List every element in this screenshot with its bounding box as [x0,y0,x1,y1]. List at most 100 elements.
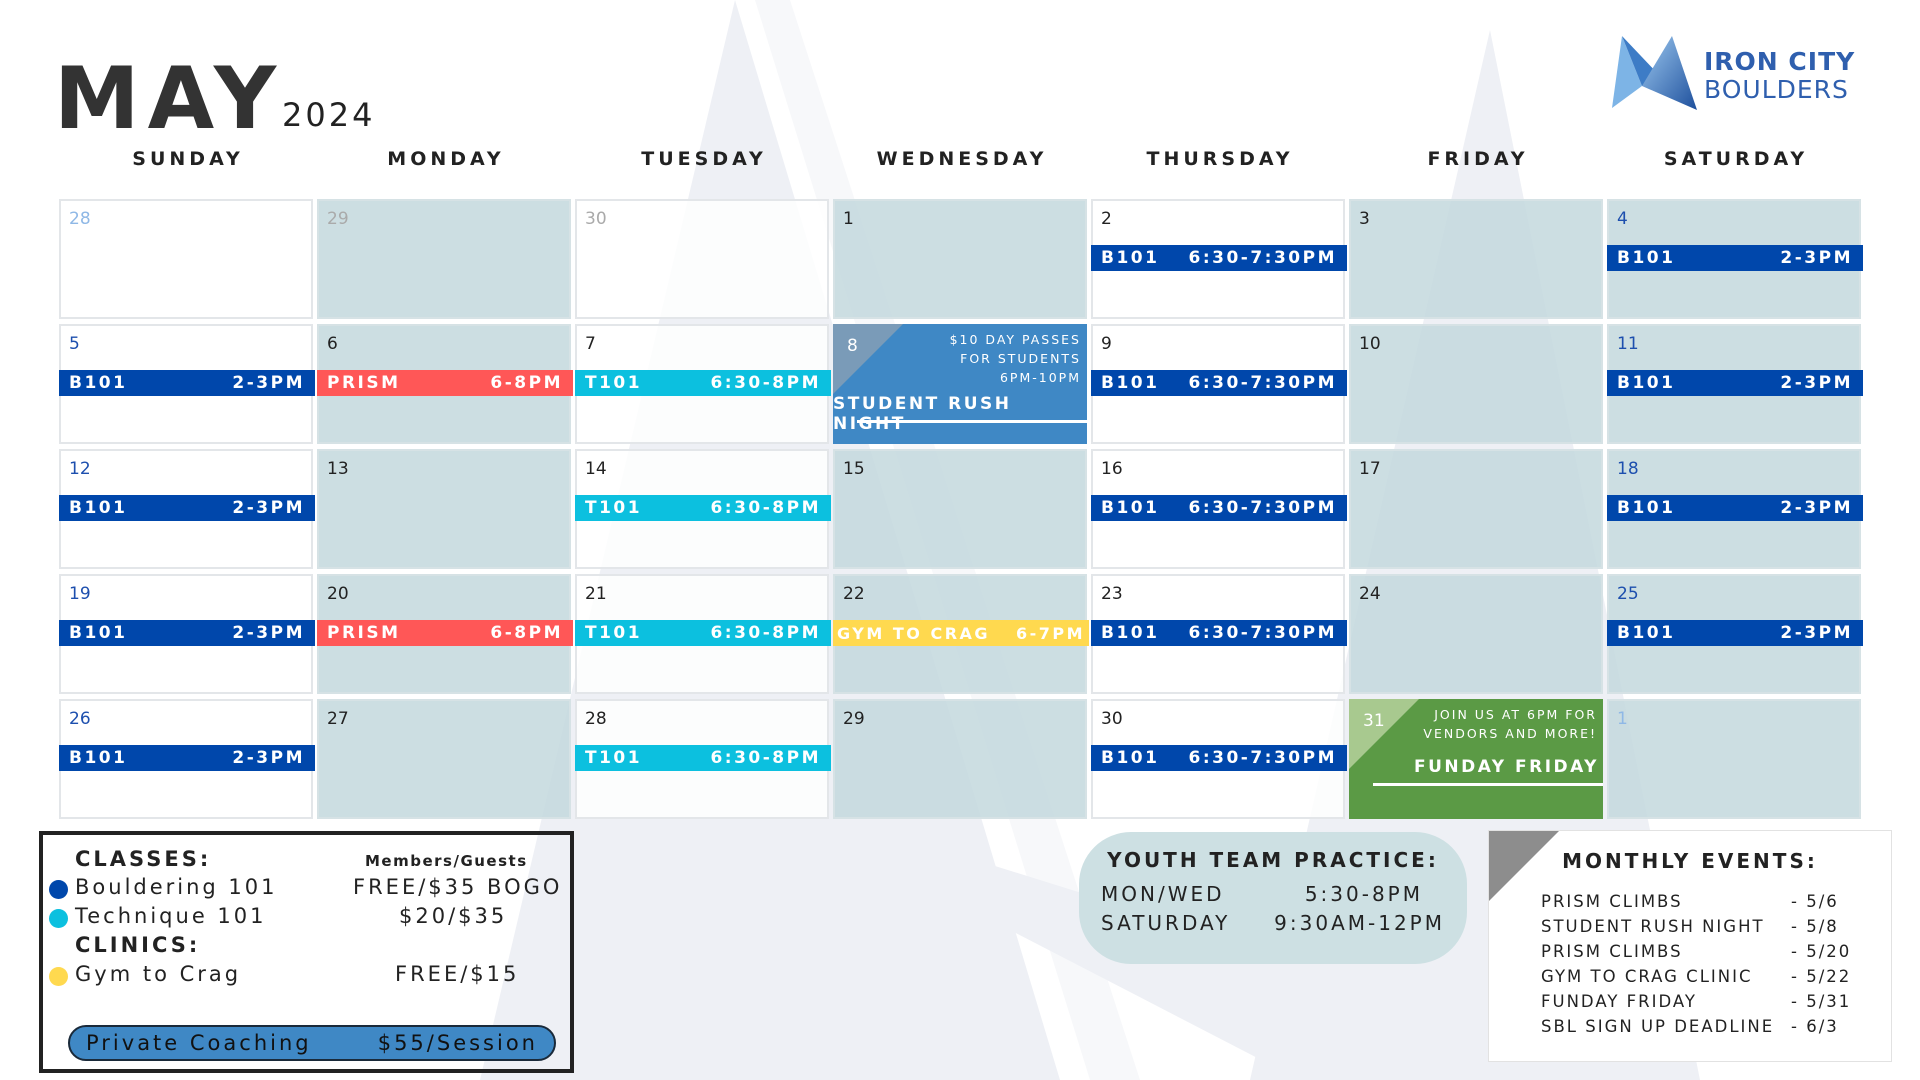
iron-city-boulders-logo: IRON CITY BOULDERS [1612,36,1872,116]
day-cell[interactable]: 16 B101 6:30-7:30PM [1091,449,1347,569]
day-cell[interactable]: 26 B101 2-3PM [59,699,315,819]
day-cell[interactable]: 11 B101 2-3PM [1607,324,1863,444]
event-b101[interactable]: B101 2-3PM [1607,495,1863,521]
day-number: 29 [327,209,349,229]
day-cell[interactable]: 29 [317,199,571,319]
event-date: - 5/20 [1791,942,1852,961]
event-b101[interactable]: B101 2-3PM [59,620,315,646]
day-cell[interactable]: 17 [1349,449,1603,569]
event-time: 6:30-7:30PM [1188,248,1337,268]
event-prism[interactable]: PRISM 6-8PM [317,620,573,646]
day-number: 5 [69,334,80,354]
event-b101[interactable]: B101 2-3PM [59,495,315,521]
event-label: B101 [1617,248,1676,268]
day-cell[interactable]: 27 [317,699,571,819]
event-b101[interactable]: B101 6:30-7:30PM [1091,620,1347,646]
event-name: PRISM CLIMBS [1541,892,1683,911]
day-cell[interactable]: 13 [317,449,571,569]
year-label: 2024 [282,96,376,134]
event-label: B101 [1617,498,1676,518]
day-cell[interactable]: 2 B101 6:30-7:30PM [1091,199,1347,319]
event-b101[interactable]: B101 6:30-7:30PM [1091,745,1347,771]
day-cell[interactable]: 23 B101 6:30-7:30PM [1091,574,1347,694]
event-b101[interactable]: B101 2-3PM [1607,620,1863,646]
classes-heading: CLASSES: [75,847,212,871]
event-b101[interactable]: B101 6:30-7:30PM [1091,370,1347,396]
event-label: B101 [1101,248,1160,268]
event-b101[interactable]: B101 2-3PM [1607,245,1863,271]
day-number: 28 [69,209,91,229]
event-time: 6:30-7:30PM [1188,498,1337,518]
day-number: 26 [69,709,91,729]
bouldering-101-dot-icon [49,880,68,899]
event-t101[interactable]: T101 6:30-8PM [575,745,831,771]
event-b101[interactable]: B101 2-3PM [1607,370,1863,396]
day-cell[interactable]: 1 [833,199,1087,319]
day-cell[interactable]: 18 B101 2-3PM [1607,449,1863,569]
event-name: FUNDAY FRIDAY [1541,992,1697,1011]
event-label: PRISM [327,623,401,643]
gym-to-crag-dot-icon [49,967,68,986]
technique-101-label: Technique 101 [75,904,267,928]
event-label: B101 [69,623,128,643]
monthly-event-item: GYM TO CRAG CLINIC - 5/22 [1541,964,1881,989]
event-label: GYM TO CRAG [837,623,991,643]
day-cell[interactable]: 20 PRISM 6-8PM [317,574,573,694]
day-cell[interactable]: 21 T101 6:30-8PM [575,574,831,694]
day-cell[interactable]: 25 B101 2-3PM [1607,574,1863,694]
day-cell[interactable]: 30 B101 6:30-7:30PM [1091,699,1347,819]
funday-friday-event[interactable]: 31 JOIN US AT 6PM FOR VENDORS AND MORE! FUN… [1349,699,1603,819]
day-cell[interactable]: 3 [1349,199,1603,319]
day-cell[interactable]: 6 PRISM 6-8PM [317,324,573,444]
private-coaching-banner: Private Coaching $55/Session [68,1025,556,1061]
day-number: 8 [847,336,858,356]
event-b101[interactable]: B101 2-3PM [59,370,315,396]
day-number: 25 [1617,584,1639,604]
day-cell[interactable]: 10 [1349,324,1603,444]
day-cell[interactable]: 29 [833,699,1087,819]
event-gym[interactable]: GYM TO CRAG 6-7PM [833,620,1089,646]
event-time: 2-3PM [232,623,305,643]
day-cell[interactable]: 4 B101 2-3PM [1607,199,1863,319]
day-number: 20 [327,584,349,604]
event-t101[interactable]: T101 6:30-8PM [575,620,831,646]
monthly-events-list: PRISM CLIMBS - 5/6 STUDENT RUSH NIGHT - 5/8… [1541,889,1881,1039]
day-cell[interactable]: 31 JOIN US AT 6PM FOR VENDORS AND MORE! FUN… [1349,699,1603,819]
day-cell[interactable]: 8 $10 DAY PASSES FOR STUDENTS 6PM-10PM STUDE… [833,324,1087,444]
event-label: PRISM [327,373,401,393]
weekday-thursday: THURSDAY [1146,148,1294,170]
event-time: 6-7PM [1015,623,1085,643]
event-b101[interactable]: B101 2-3PM [59,745,315,771]
event-b101[interactable]: B101 6:30-7:30PM [1091,495,1347,521]
youth-days: MON/WED [1101,882,1225,906]
event-t101[interactable]: T101 6:30-8PM [575,495,831,521]
day-number: 1 [1617,709,1628,729]
day-cell[interactable]: 9 B101 6:30-7:30PM [1091,324,1347,444]
day-cell[interactable]: 28 T101 6:30-8PM [575,699,831,819]
youth-row: SATURDAY 9:30AM-12PM [1101,909,1445,938]
day-cell[interactable]: 28 [59,199,313,319]
day-cell[interactable]: 5 B101 2-3PM [59,324,315,444]
event-title: STUDENT RUSH NIGHT [833,394,1012,434]
day-cell[interactable]: 30 [575,199,829,319]
day-cell[interactable]: 24 [1349,574,1603,694]
event-label: T101 [585,748,643,768]
day-number: 11 [1617,334,1639,354]
day-number: 22 [843,584,865,604]
student-rush-night-event[interactable]: 8 $10 DAY PASSES FOR STUDENTS 6PM-10PM STUDE… [833,324,1087,444]
event-b101[interactable]: B101 6:30-7:30PM [1091,245,1347,271]
event-prism[interactable]: PRISM 6-8PM [317,370,573,396]
event-t101[interactable]: T101 6:30-8PM [575,370,831,396]
day-cell[interactable]: 19 B101 2-3PM [59,574,315,694]
day-cell[interactable]: 22 GYM TO CRAG 6-7PM [833,574,1089,694]
day-cell[interactable]: 15 [833,449,1087,569]
day-cell[interactable]: 14 T101 6:30-8PM [575,449,831,569]
day-cell[interactable]: 12 B101 2-3PM [59,449,315,569]
day-cell[interactable]: 7 T101 6:30-8PM [575,324,831,444]
event-title: FUNDAY FRIDAY [1414,757,1599,777]
day-number: 1 [843,209,854,229]
event-label: T101 [585,623,643,643]
day-cell[interactable]: 1 [1607,699,1861,819]
day-number: 4 [1617,209,1628,229]
private-coaching-label: Private Coaching [86,1031,312,1055]
